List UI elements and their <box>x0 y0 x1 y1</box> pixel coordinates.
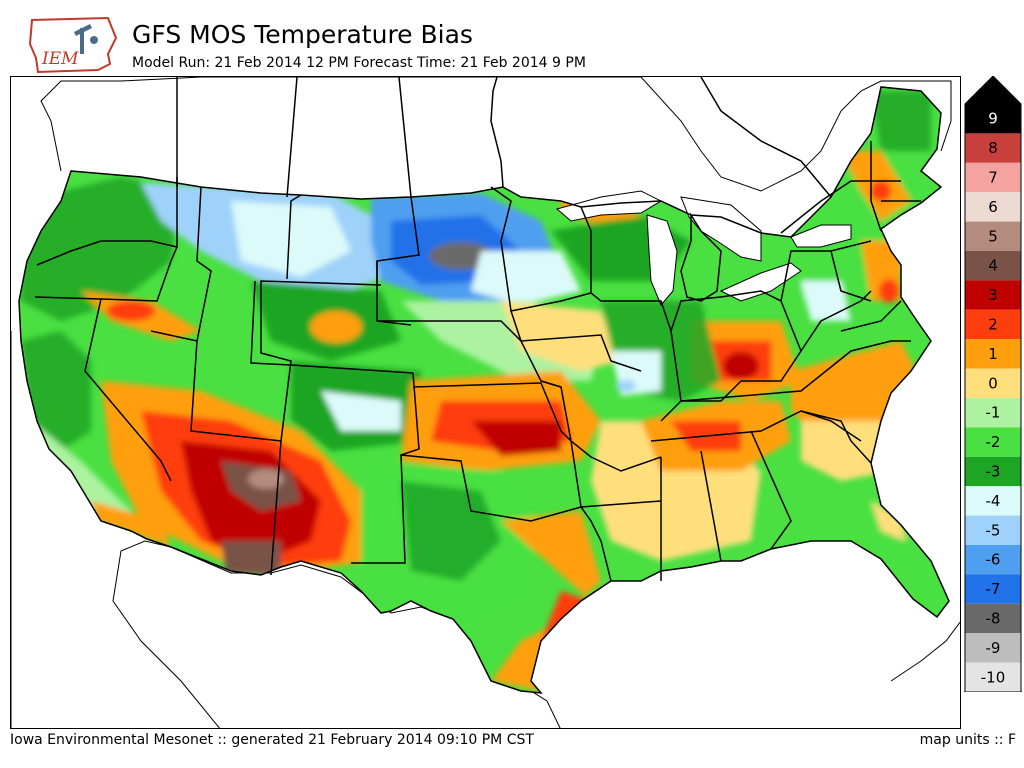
legend-label: -4 <box>986 492 1001 510</box>
legend-swatch <box>965 221 1021 251</box>
temperature-bias-field <box>19 87 949 693</box>
legend-swatch <box>965 515 1021 545</box>
legend-swatch <box>965 368 1021 398</box>
legend-swatch <box>965 309 1021 340</box>
legend-swatch <box>965 574 1021 604</box>
legend-label: 2 <box>988 316 998 334</box>
legend-swatch <box>965 162 1021 193</box>
logo-text: IEM <box>41 49 79 69</box>
legend-label: 0 <box>988 374 998 392</box>
legend-label: -3 <box>986 463 1001 481</box>
legend-swatch <box>965 133 1021 163</box>
bias-map <box>10 76 961 729</box>
legend-swatch <box>965 339 1021 369</box>
legend-label: 6 <box>988 198 998 216</box>
legend-swatch <box>965 398 1021 428</box>
legend-swatch <box>965 662 1021 692</box>
legend-swatch <box>965 603 1021 634</box>
legend-swatch <box>965 486 1021 516</box>
map-subtitle: Model Run: 21 Feb 2014 12 PM Forecast Ti… <box>132 55 586 71</box>
legend-label: -5 <box>986 521 1001 539</box>
legend-label: -6 <box>986 551 1001 569</box>
legend-label: 8 <box>988 139 998 157</box>
legend-swatch <box>965 104 1021 134</box>
state-borders <box>18 86 950 694</box>
map-title: GFS MOS Temperature Bias <box>132 20 473 49</box>
legend-arrow-top <box>965 76 1021 104</box>
legend-swatch <box>965 427 1021 457</box>
legend-swatch <box>965 251 1021 281</box>
legend-swatch <box>965 192 1021 222</box>
legend-swatch <box>965 545 1021 575</box>
color-legend: 9 8 7 6 5 4 3 2 1 0 -1 -2 -3 -4 -5 -6 -7 -8 -9 -10 <box>963 75 1023 721</box>
legend-label: 9 <box>988 110 998 128</box>
legend-label: 1 <box>988 345 998 363</box>
legend-label: 7 <box>988 169 998 187</box>
legend-label: 5 <box>988 227 998 245</box>
legend-swatch <box>965 633 1021 663</box>
legend-label: -8 <box>986 610 1001 628</box>
great-lakes <box>555 190 852 306</box>
footer-units: map units :: F <box>919 732 1016 748</box>
legend-label: -10 <box>981 668 1006 686</box>
legend-label: -2 <box>986 433 1001 451</box>
legend-label: -9 <box>986 639 1001 657</box>
legend-label: 3 <box>988 286 998 304</box>
legend-label: -1 <box>986 404 1001 422</box>
footer-credit: Iowa Environmental Mesonet :: generated … <box>10 732 534 748</box>
legend-label: 4 <box>988 257 998 275</box>
legend-swatch <box>965 280 1021 310</box>
legend-swatch <box>965 456 1021 487</box>
legend-label: -7 <box>986 580 1001 598</box>
iem-logo: IEM <box>28 14 118 76</box>
